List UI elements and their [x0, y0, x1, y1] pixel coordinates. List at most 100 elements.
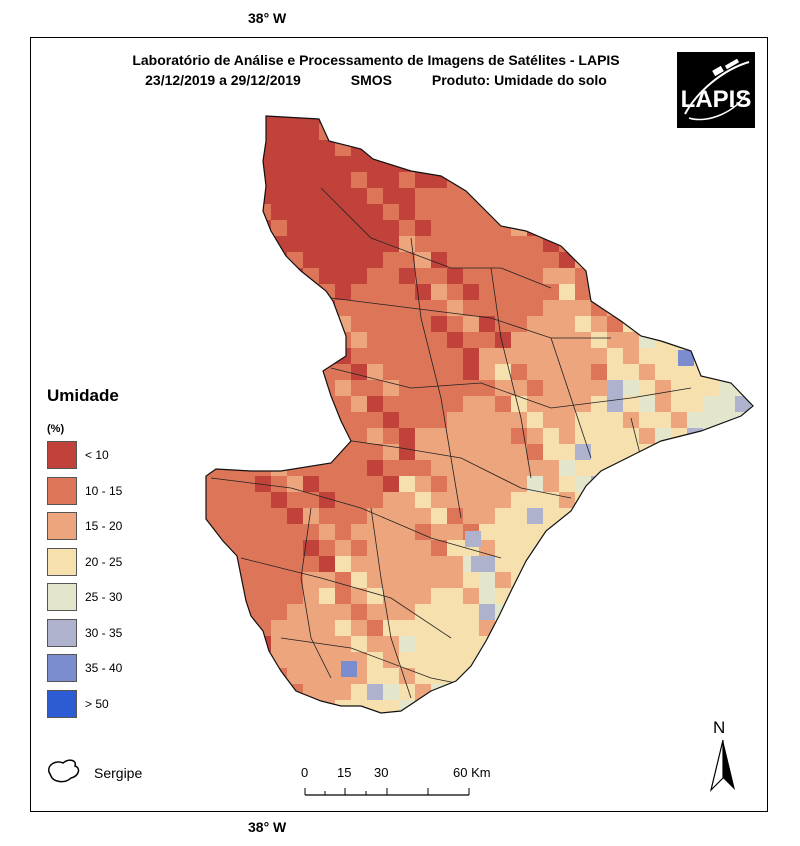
- moisture-cell: [206, 284, 207, 300]
- moisture-cell: [719, 172, 735, 188]
- moisture-cell: [543, 140, 559, 156]
- moisture-cell: [591, 556, 607, 572]
- moisture-cell: [271, 332, 287, 348]
- moisture-cell: [206, 412, 207, 428]
- moisture-cell: [319, 172, 335, 188]
- moisture-cell: [223, 540, 239, 556]
- moisture-cell: [607, 732, 623, 748]
- moisture-cell: [559, 252, 575, 268]
- moisture-cell: [255, 556, 271, 572]
- moisture-cell: [271, 188, 287, 204]
- moisture-cell: [623, 684, 639, 700]
- moisture-cell: [678, 350, 694, 366]
- moisture-cell: [207, 380, 223, 396]
- moisture-cell: [447, 220, 463, 236]
- moisture-cell: [655, 604, 671, 620]
- moisture-cell: [703, 540, 719, 556]
- moisture-cell: [719, 476, 735, 492]
- moisture-cell: [351, 364, 367, 380]
- legend-label: 15 - 20: [85, 519, 123, 533]
- moisture-cell: [687, 508, 703, 524]
- moisture-cell: [527, 204, 543, 220]
- moisture-cell: [206, 220, 207, 236]
- moisture-cell: [351, 700, 367, 713]
- moisture-cell: [751, 140, 753, 156]
- moisture-cell: [271, 300, 287, 316]
- moisture-cell: [511, 332, 527, 348]
- moisture-cell: [287, 348, 303, 364]
- moisture-cell: [207, 116, 223, 124]
- moisture-cell: [527, 348, 543, 364]
- moisture-cell: [367, 284, 383, 300]
- moisture-cell: [239, 652, 255, 668]
- moisture-cell: [495, 412, 511, 428]
- moisture-cell: [319, 188, 335, 204]
- moisture-cell: [671, 220, 687, 236]
- moisture-cell: [207, 572, 223, 588]
- moisture-cell: [495, 668, 511, 684]
- moisture-cell: [206, 252, 207, 268]
- moisture-cell: [527, 140, 543, 156]
- legend-item: 15 - 20: [47, 512, 187, 542]
- moisture-cell: [511, 156, 527, 172]
- moisture-cell: [223, 284, 239, 300]
- moisture-cell: [655, 492, 671, 508]
- moisture-cell: [639, 236, 655, 252]
- moisture-cell: [351, 188, 367, 204]
- moisture-cell: [735, 652, 751, 668]
- moisture-cell: [206, 172, 207, 188]
- moisture-cell: [399, 732, 415, 748]
- moisture-cell: [671, 316, 687, 332]
- moisture-cell: [465, 531, 481, 547]
- moisture-cell: [543, 508, 559, 524]
- moisture-cell: [575, 380, 591, 396]
- moisture-cell: [223, 636, 239, 652]
- moisture-cell: [471, 556, 487, 572]
- moisture-cell: [559, 668, 575, 684]
- moisture-cell: [463, 364, 479, 380]
- moisture-cell: [703, 204, 719, 220]
- moisture-cell: [287, 700, 303, 713]
- moisture-cell: [687, 572, 703, 588]
- moisture-cell: [431, 252, 447, 268]
- moisture-cell: [687, 476, 703, 492]
- moisture-cell: [287, 396, 303, 412]
- moisture-cell: [511, 652, 527, 668]
- moisture-cell: [447, 268, 463, 284]
- moisture-cell: [735, 604, 751, 620]
- moisture-cell: [399, 652, 415, 668]
- moisture-cell: [511, 364, 527, 380]
- moisture-cell: [543, 604, 559, 620]
- moisture-cell: [287, 636, 303, 652]
- moisture-cell: [511, 284, 527, 300]
- moisture-cell: [239, 116, 255, 124]
- moisture-cell: [271, 268, 287, 284]
- moisture-cell: [223, 380, 239, 396]
- moisture-cell: [383, 284, 399, 300]
- moisture-cell: [206, 652, 207, 668]
- moisture-cell: [223, 156, 239, 172]
- moisture-cell: [527, 508, 543, 524]
- moisture-cell: [303, 348, 319, 364]
- moisture-cell: [223, 492, 239, 508]
- moisture-cell: [367, 732, 383, 748]
- logo-text: LAPIS: [681, 86, 752, 113]
- moisture-cell: [591, 508, 607, 524]
- moisture-cell: [607, 604, 623, 620]
- moisture-cell: [367, 396, 383, 412]
- moisture-cell: [687, 380, 703, 396]
- moisture-cell: [623, 540, 639, 556]
- moisture-cell: [319, 116, 335, 124]
- moisture-cell: [206, 188, 207, 204]
- moisture-cell: [655, 620, 671, 636]
- moisture-cell: [303, 668, 319, 684]
- moisture-cell: [671, 492, 687, 508]
- moisture-cell: [383, 460, 399, 476]
- municipality-boundary: [320, 187, 552, 289]
- legend-label: 25 - 30: [85, 590, 123, 604]
- moisture-cell: [639, 572, 655, 588]
- moisture-cell: [495, 684, 511, 700]
- moisture-cell: [655, 140, 671, 156]
- moisture-cell: [463, 300, 479, 316]
- moisture-cell: [543, 348, 559, 364]
